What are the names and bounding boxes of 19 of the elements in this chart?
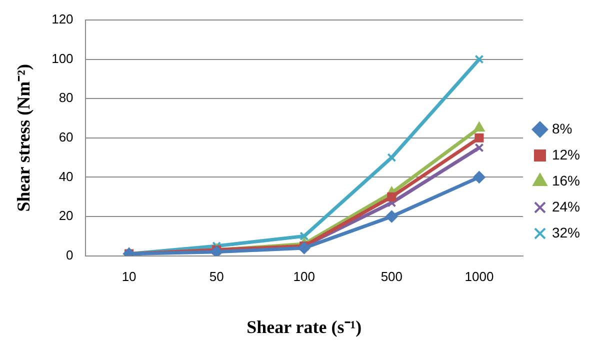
- x-tick-label: 100: [293, 269, 315, 284]
- legend-label: 8%: [552, 120, 572, 136]
- x-tick-label: 50: [209, 269, 224, 284]
- x-tick-label: 500: [380, 269, 403, 284]
- y-tick-label: 100: [52, 50, 74, 66]
- y-tick-label: 40: [58, 168, 74, 184]
- x-axis-title: Shear rate (s⁻¹): [246, 316, 362, 337]
- y-axis-title: Shear stress (Nm⁻²): [13, 64, 34, 212]
- legend-label: 32%: [552, 224, 580, 240]
- y-tick-label: 20: [58, 208, 74, 224]
- x-tick-label: 10: [122, 269, 136, 284]
- y-tick-label: 0: [66, 247, 74, 262]
- y-tick-label: 120: [52, 12, 74, 27]
- legend-label: 12%: [552, 146, 580, 162]
- legend-label: 24%: [552, 198, 580, 214]
- y-tick-label: 60: [58, 129, 74, 144]
- legend-label: 16%: [552, 172, 580, 188]
- y-tick-label: 80: [58, 90, 74, 106]
- x-tick-label: 1000: [464, 269, 494, 284]
